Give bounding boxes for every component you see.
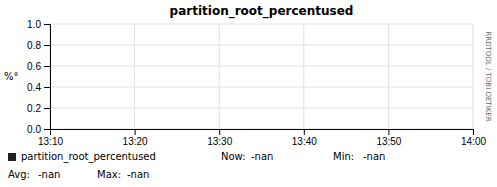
legend-stat: -nan xyxy=(363,151,385,162)
legend-stat: Now: xyxy=(221,151,246,162)
tick-label: 13:10 xyxy=(38,136,63,147)
tick: 13:10 xyxy=(38,129,63,147)
tick: 0.4 xyxy=(27,82,50,93)
tick-mark xyxy=(44,129,50,130)
tick-label: 13:50 xyxy=(376,136,401,147)
grid-line xyxy=(219,24,220,129)
legend-stat: Avg: xyxy=(8,169,30,180)
tick-mark xyxy=(304,129,305,135)
chart: 0.00.20.40.60.81.013:1013:2013:3013:4013… xyxy=(0,0,497,187)
tick: 13:20 xyxy=(123,129,148,147)
tick-label: 0.6 xyxy=(27,61,41,72)
grid-line xyxy=(134,24,135,129)
tick-mark xyxy=(50,129,51,135)
axis-line xyxy=(44,25,51,130)
tick-label: 0.0 xyxy=(27,124,41,135)
watermark: RRDTOOL / TOBI OETIKER xyxy=(484,31,492,121)
legend-stat: Max: xyxy=(97,169,121,180)
grid-line xyxy=(50,45,473,46)
grid xyxy=(50,24,473,129)
tick: 13:30 xyxy=(207,129,232,147)
legend-label: partition_root_percentused xyxy=(21,151,156,163)
grid-line xyxy=(303,24,304,129)
axis-line xyxy=(51,130,474,136)
legend-swatch xyxy=(8,153,16,161)
grid-line xyxy=(50,108,473,109)
tick: 13:50 xyxy=(376,129,401,147)
tick-label: 13:40 xyxy=(292,136,317,147)
grid-line xyxy=(50,87,473,88)
tick-mark xyxy=(219,129,220,135)
legend-stat: -nan xyxy=(127,169,149,180)
legend-stat: Min: xyxy=(333,151,354,162)
tick: 0.0 xyxy=(27,124,50,135)
legend: partition_root_percentused Now: -nan Min: -n… xyxy=(8,151,385,180)
tick-mark xyxy=(473,129,474,135)
grid-line xyxy=(473,24,474,129)
tick-label: 14:00 xyxy=(461,136,486,147)
grid-line xyxy=(388,24,389,129)
axis-label: %° xyxy=(4,71,19,82)
tick-mark xyxy=(135,129,136,135)
tick: 13:40 xyxy=(292,129,317,147)
grid-line xyxy=(50,24,473,25)
title: partition_root_percentused xyxy=(170,4,354,19)
x-axis: 13:10 13:20 13:30 13:40 13:50 14:00 xyxy=(38,129,486,147)
tick-mark xyxy=(44,24,50,25)
tick-label: 1.0 xyxy=(27,19,41,30)
tick-label: 13:20 xyxy=(123,136,148,147)
legend-stat: -nan xyxy=(38,169,60,180)
tick: 0.6 xyxy=(27,61,50,72)
tick-mark xyxy=(44,87,50,88)
tick-label: 13:30 xyxy=(207,136,232,147)
grid-line xyxy=(50,66,473,67)
tick-label: 0.4 xyxy=(27,82,41,93)
tick-mark xyxy=(44,108,50,109)
tick-label: 0.2 xyxy=(27,103,41,114)
tick-label: 0.8 xyxy=(27,40,41,51)
tick-mark xyxy=(44,66,50,67)
y-axis: 0.0 0.2 0.4 0.6 0.8 1.0 xyxy=(27,19,50,135)
tick: 14:00 xyxy=(461,129,486,147)
tick-mark xyxy=(388,129,389,135)
legend-stat: -nan xyxy=(251,151,273,162)
tick: 0.2 xyxy=(27,103,50,114)
tick: 1.0 xyxy=(27,19,50,30)
tick: 0.8 xyxy=(27,40,50,51)
tick-mark xyxy=(44,45,50,46)
